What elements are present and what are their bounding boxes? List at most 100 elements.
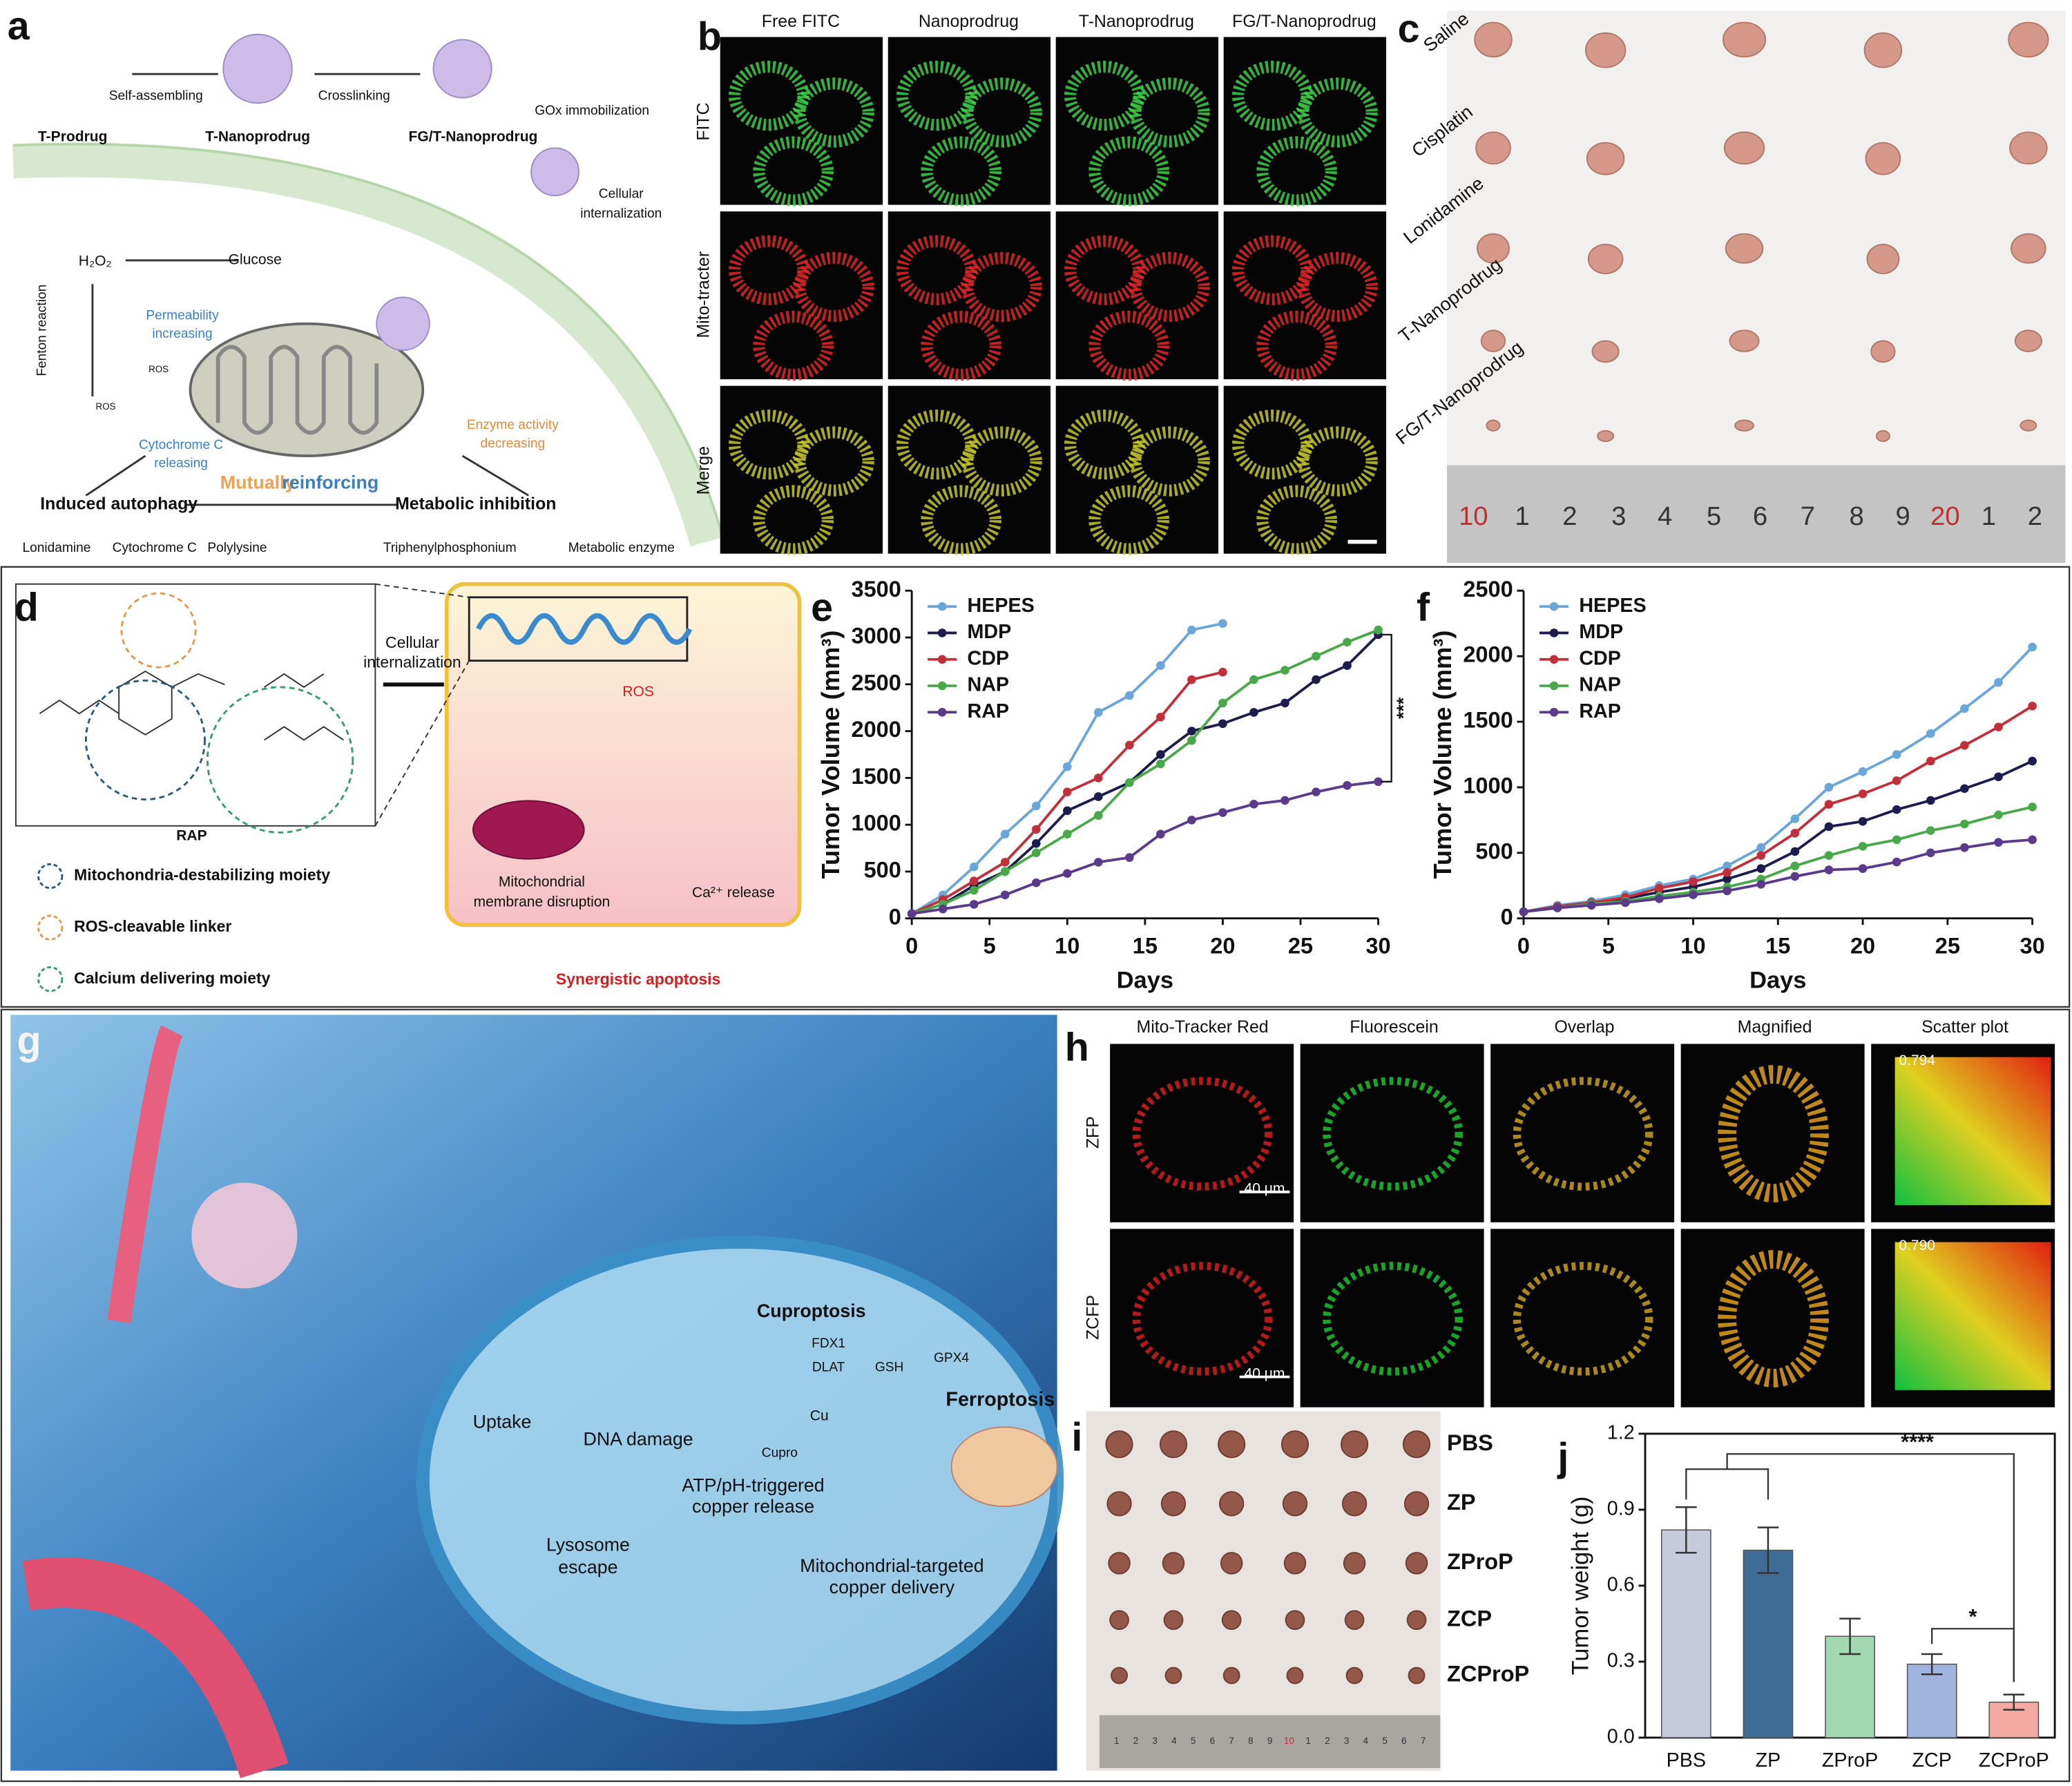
point (1187, 675, 1196, 684)
tumor (1109, 1610, 1129, 1631)
point (1343, 780, 1352, 790)
error-bar (1676, 1506, 1697, 1554)
ferroptosis-cell (950, 1426, 1058, 1508)
tumor (1286, 1667, 1304, 1684)
ruler-number: 4 (1658, 501, 1672, 531)
point (1156, 759, 1165, 769)
tumor (2008, 21, 2049, 58)
y-tick-label: 2500 (1463, 577, 1513, 602)
photo (1086, 1411, 1441, 1771)
tumor (1341, 1430, 1369, 1459)
tumor (1283, 1552, 1307, 1575)
point (1723, 874, 1732, 884)
micrograph (1490, 1229, 1675, 1408)
cell-signal (921, 485, 1001, 555)
label: T-Nanoprodrug (205, 129, 310, 145)
point (1000, 858, 1010, 867)
cell-signal (1256, 136, 1337, 207)
point (1824, 800, 1834, 809)
tumor (1734, 419, 1754, 432)
point (1824, 865, 1834, 874)
tumor (1586, 142, 1625, 175)
ruler-number: 10 (1284, 1736, 1294, 1746)
tumor (1863, 32, 1903, 68)
cell-signal (1129, 426, 1210, 497)
ruler-number: 4 (1363, 1736, 1369, 1746)
label: ROS (148, 364, 169, 374)
point (1218, 667, 1227, 677)
legend-label: RAP (968, 700, 1010, 722)
point (1187, 727, 1196, 736)
panel-letter: h (1065, 1026, 1089, 1070)
point (969, 900, 979, 909)
cell-signal (921, 136, 1001, 207)
point (1960, 704, 1969, 713)
ruler-number: 8 (1248, 1736, 1253, 1746)
tumor (1402, 1430, 1431, 1459)
cell-signal (1129, 77, 1210, 148)
point (1249, 800, 1258, 809)
series-line (1523, 704, 2033, 914)
bar (1906, 1663, 1957, 1738)
bar (1988, 1701, 2040, 1738)
point (1187, 736, 1196, 745)
y-tick-label: 0 (1501, 904, 1513, 929)
ruler-number: 2 (1133, 1736, 1138, 1746)
y-axis-label: Tumor weight (g) (1567, 1496, 1593, 1675)
point (1892, 776, 1901, 785)
tumor (2020, 419, 2037, 432)
tissue (416, 1235, 1064, 1725)
ruler-number: 3 (1611, 501, 1626, 531)
point (1031, 848, 1041, 858)
arrow (85, 454, 146, 497)
legend-label: RAP (1579, 700, 1621, 722)
x-axis-label: Days (1749, 968, 1806, 994)
column-label: Overlap (1554, 1017, 1614, 1037)
cell-signal (1132, 1077, 1273, 1191)
legend-marker (937, 655, 947, 664)
ruler-number: 5 (1191, 1736, 1196, 1746)
y-tick-label: 1.2 (1607, 1421, 1635, 1443)
y-tick-label: 1500 (1463, 708, 1513, 733)
legend-marker (937, 681, 947, 691)
y-tick-label: 2000 (852, 717, 901, 742)
membrane (12, 142, 724, 547)
tumor (1474, 21, 1513, 58)
cell-signal (1256, 310, 1337, 381)
y-tick-label: 2000 (1463, 642, 1513, 667)
label: Mutually (220, 472, 296, 492)
label: Crosslinking (318, 89, 390, 104)
tumor (1218, 1430, 1246, 1459)
organ (191, 1182, 298, 1289)
cell-signal (1297, 251, 1378, 323)
label: decreasing (481, 436, 546, 451)
vessel (107, 1025, 183, 1323)
point (1926, 729, 1935, 738)
column-label: Scatter plot (1921, 1017, 2008, 1037)
cell-signal (753, 136, 834, 207)
scatter-plot (1894, 1242, 2051, 1390)
legend-label: Metabolic enzyme (568, 541, 675, 555)
cell-signal (1088, 310, 1169, 381)
label: Ca²⁺ release (692, 885, 775, 901)
tumor (1162, 1552, 1185, 1575)
point (1892, 750, 1901, 759)
point (1756, 864, 1766, 873)
micrograph (1490, 1044, 1675, 1222)
point (1000, 890, 1010, 900)
tumor (1341, 1491, 1368, 1517)
tumor (1344, 1610, 1365, 1631)
label: T-Prodrug (38, 129, 107, 145)
ruler-number: 3 (1344, 1736, 1349, 1746)
legend-label: Polylysine (207, 541, 267, 555)
point (2028, 803, 2037, 812)
panel-letter: b (698, 15, 722, 59)
y-tick-label: 0.9 (1607, 1497, 1635, 1519)
point (1343, 661, 1352, 671)
label: Induced autophagy (40, 494, 198, 513)
panel-letter: i (1071, 1416, 1082, 1460)
tumor (1343, 1552, 1366, 1575)
legend-marker (937, 707, 947, 717)
point (1280, 698, 1289, 708)
